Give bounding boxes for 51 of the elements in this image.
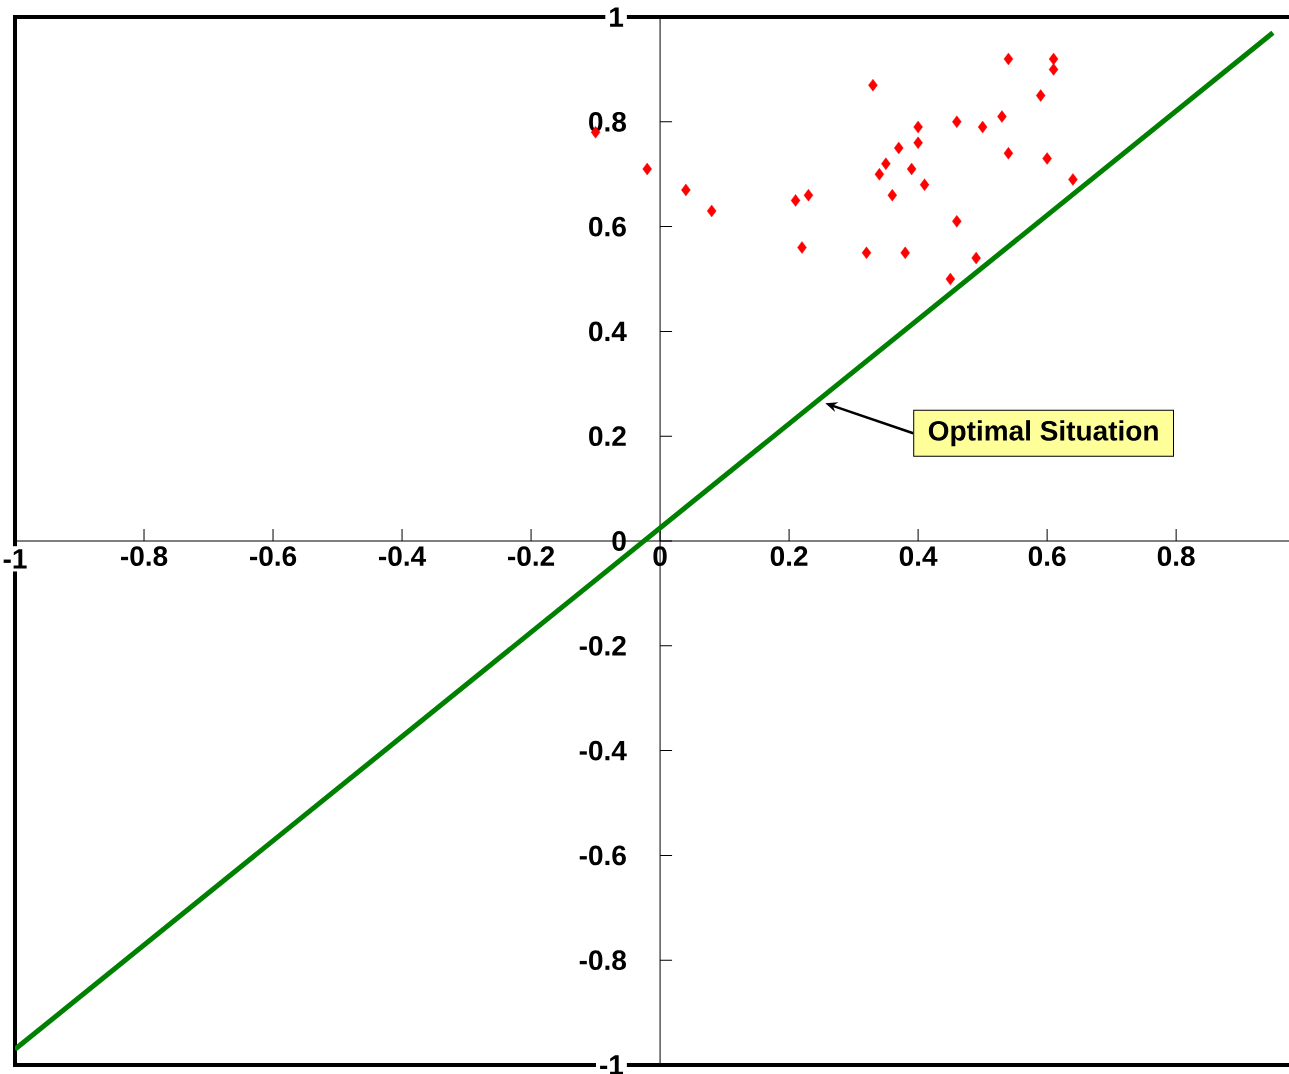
y-tick-label: 1 <box>610 7 624 27</box>
y-tick-label: -0.2 <box>579 635 626 656</box>
point <box>1035 89 1046 102</box>
point <box>997 110 1007 123</box>
x-tick-label: 0.2 <box>770 546 808 567</box>
y-tick-label: -1 <box>600 1055 624 1074</box>
point <box>1042 152 1052 165</box>
point <box>977 120 988 134</box>
x-tick-label: 0.8 <box>1157 546 1195 567</box>
point <box>952 215 962 228</box>
point <box>894 141 904 155</box>
point <box>1068 173 1078 186</box>
y-tick-label: -0.8 <box>579 950 627 971</box>
point <box>952 115 962 129</box>
point <box>887 188 897 202</box>
point <box>1048 52 1059 66</box>
point <box>900 246 910 260</box>
y-tick-label: 0.2 <box>589 426 626 447</box>
point <box>1003 147 1014 160</box>
point <box>971 251 981 265</box>
point <box>906 162 917 176</box>
x-tick-label: 0.6 <box>1028 546 1066 567</box>
y-tick-label: -0.6 <box>579 845 626 866</box>
point <box>874 168 885 181</box>
point <box>803 188 814 202</box>
x-tick-label: -0.6 <box>250 546 297 567</box>
x-tick-label: 0.4 <box>899 546 938 567</box>
x-tick-label: -1 <box>3 549 27 569</box>
point <box>919 178 930 191</box>
point <box>1048 63 1059 76</box>
y-tick-label: 0.4 <box>589 321 627 342</box>
point <box>945 272 956 286</box>
point <box>681 183 691 197</box>
y-tick-label: 0 <box>612 531 626 551</box>
point <box>706 204 717 218</box>
x-tick-label: -0.4 <box>379 546 427 567</box>
y-tick-label: -0.4 <box>579 740 627 761</box>
point <box>797 241 807 254</box>
point <box>1003 52 1014 66</box>
point <box>913 136 923 149</box>
point <box>861 246 872 260</box>
y-tick-label: 0.8 <box>589 111 627 132</box>
x-tick-label: -0.2 <box>508 546 555 567</box>
annotation: Optimal Situation <box>928 420 1158 447</box>
point <box>868 78 878 92</box>
point <box>642 162 652 176</box>
point <box>881 157 891 170</box>
point <box>790 194 801 207</box>
point <box>913 120 923 134</box>
x-tick-label: -0.8 <box>120 546 168 567</box>
y-tick-label: 0.6 <box>589 216 626 237</box>
